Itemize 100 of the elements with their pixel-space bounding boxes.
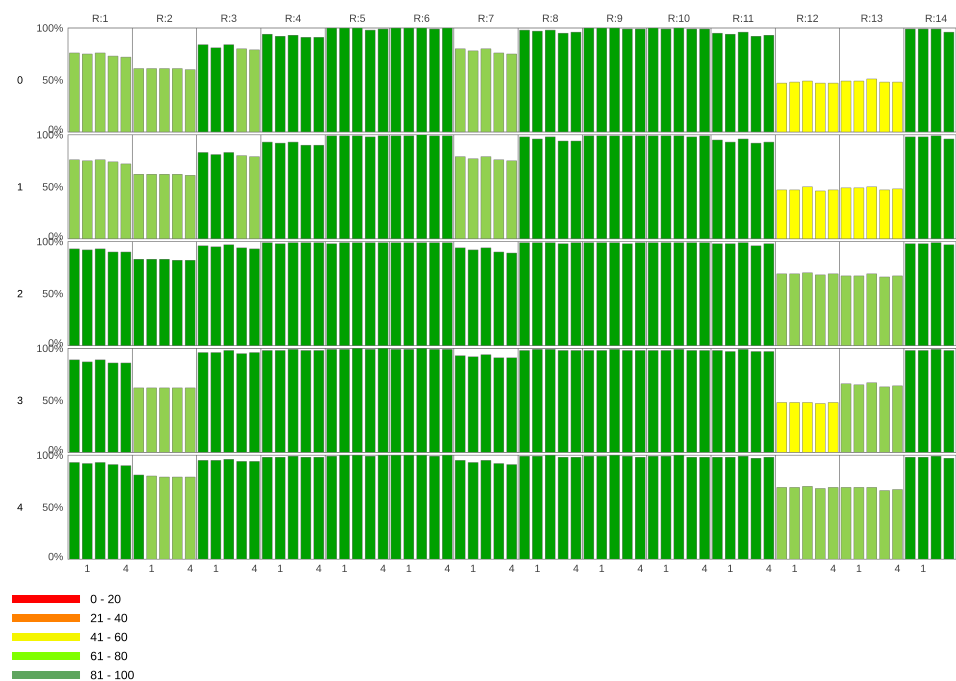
bar — [764, 351, 774, 453]
bar — [944, 350, 954, 453]
bar — [82, 362, 93, 453]
bar — [108, 464, 118, 560]
bar — [468, 356, 478, 453]
bar — [480, 460, 492, 560]
bar — [94, 52, 106, 132]
bar — [725, 351, 736, 453]
bar — [840, 276, 852, 346]
bar — [519, 350, 530, 453]
bar — [866, 382, 877, 453]
bar — [519, 136, 530, 240]
bar — [532, 138, 543, 240]
text: 4 — [380, 564, 386, 572]
bar — [494, 358, 504, 453]
bar — [454, 248, 466, 346]
bar — [82, 463, 93, 560]
bar — [184, 476, 196, 560]
bar — [416, 242, 427, 346]
bar — [622, 136, 633, 240]
bar — [494, 252, 504, 346]
category-label: 0 - 20 — [90, 594, 120, 604]
bar — [584, 136, 594, 240]
bar — [866, 186, 877, 240]
bar — [249, 248, 260, 346]
bar — [262, 142, 273, 240]
bar — [480, 248, 492, 346]
bar — [159, 174, 170, 240]
bar — [236, 248, 247, 346]
bar — [532, 349, 543, 453]
bar — [262, 242, 273, 346]
bar — [172, 260, 183, 346]
y-tick-label: 100% — [37, 131, 63, 139]
bar — [879, 82, 890, 132]
bar — [609, 136, 620, 240]
bar — [352, 242, 363, 346]
bar — [828, 487, 838, 560]
bar — [429, 136, 440, 240]
text: 1 — [664, 564, 668, 572]
bar — [686, 457, 697, 560]
y-tick-label: 0% — [48, 552, 63, 560]
bar — [686, 242, 697, 346]
x-tick-label: R:1 — [92, 14, 108, 22]
y-axis-title: 0 — [18, 76, 23, 84]
bar — [944, 458, 954, 560]
text: 4 — [316, 564, 322, 572]
bar — [712, 140, 723, 240]
category-label: 21 - 40 — [90, 614, 128, 622]
bar — [224, 44, 234, 132]
bar — [378, 28, 388, 132]
bar — [364, 136, 376, 240]
text: 1 — [406, 564, 412, 572]
bar — [660, 136, 672, 240]
bar — [738, 242, 748, 346]
bar — [210, 154, 222, 240]
bar — [468, 250, 478, 346]
bar — [674, 136, 684, 240]
bar — [918, 243, 928, 346]
bar — [815, 403, 826, 453]
bar — [596, 350, 607, 453]
bar — [660, 350, 672, 453]
bar — [892, 82, 903, 132]
bar — [249, 156, 260, 240]
bar — [699, 350, 710, 453]
bar — [429, 349, 440, 453]
bar — [364, 349, 376, 453]
bar — [146, 476, 157, 560]
bar — [339, 28, 350, 132]
bar — [442, 242, 453, 346]
text: 1 — [856, 564, 862, 572]
bar — [905, 457, 916, 560]
x-tick-label: R:14 — [926, 14, 947, 22]
bar — [699, 136, 710, 240]
x-tick-label: R:10 — [668, 14, 690, 22]
bar — [699, 457, 710, 560]
bar — [854, 188, 864, 240]
text: 1 — [728, 564, 733, 572]
bar — [699, 28, 710, 132]
bar — [146, 259, 157, 346]
bar — [224, 152, 234, 240]
bar — [609, 242, 620, 346]
bar — [686, 28, 697, 132]
bar — [300, 37, 312, 132]
bar — [866, 78, 877, 132]
bar — [198, 460, 208, 560]
category-label: 81 - 100 — [90, 670, 134, 680]
bar — [314, 457, 324, 560]
bar — [468, 50, 478, 132]
bar — [133, 259, 144, 346]
bar — [738, 138, 748, 240]
bar — [558, 140, 568, 240]
bar — [584, 28, 594, 132]
y-tick-label: 0% — [48, 339, 63, 347]
y-tick-label: 100% — [37, 24, 63, 32]
bar — [416, 134, 427, 240]
bar — [494, 52, 504, 132]
x-tick-label: R:13 — [862, 14, 882, 22]
bar — [609, 28, 620, 132]
bar — [314, 144, 324, 240]
bar — [454, 48, 466, 132]
